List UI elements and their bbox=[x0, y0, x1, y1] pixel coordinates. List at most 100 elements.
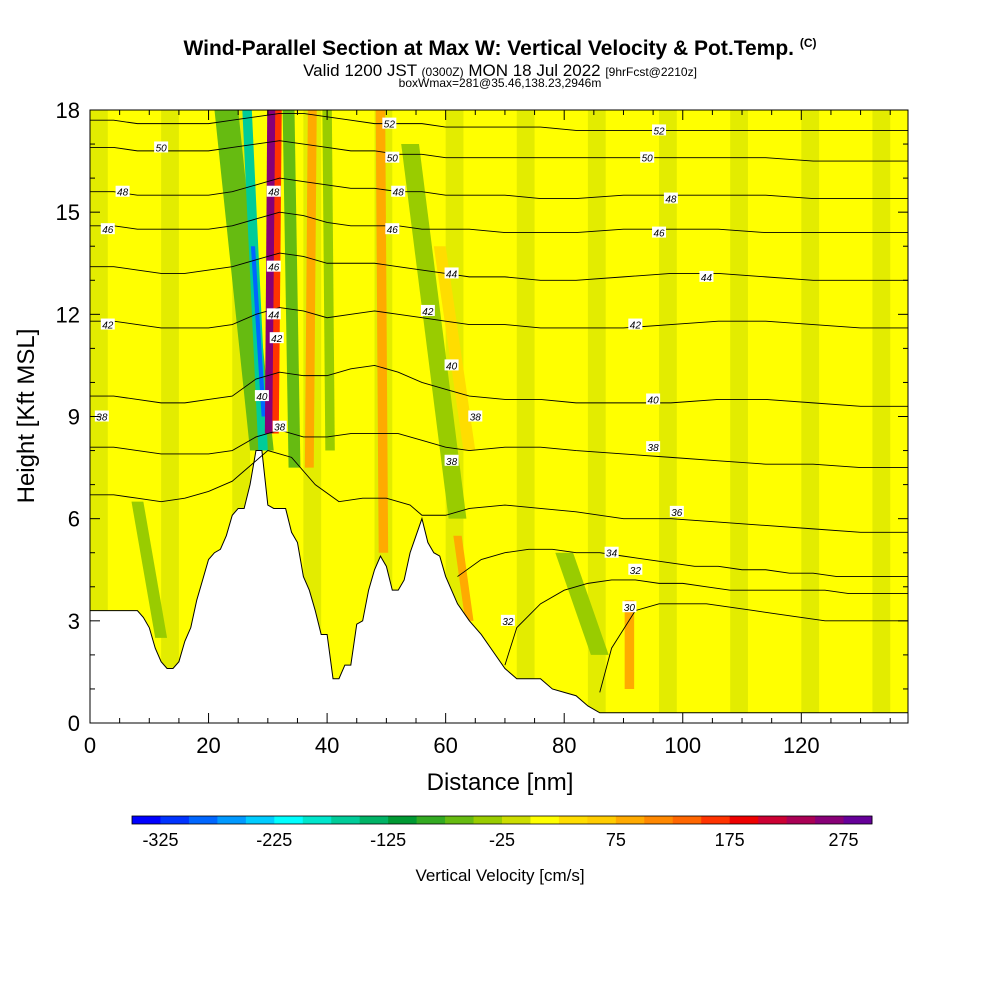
contour-label-bg bbox=[269, 332, 284, 344]
velocity-band-bg bbox=[552, 110, 571, 723]
theta-contour-38 bbox=[90, 429, 908, 469]
contour-label: 40 bbox=[256, 392, 268, 403]
colorbar-swatch bbox=[644, 816, 674, 824]
contour-label-bg bbox=[94, 410, 109, 422]
velocity-band-bg bbox=[872, 110, 891, 723]
colorbar-swatch bbox=[274, 816, 304, 824]
colorbar-frame bbox=[131, 815, 873, 825]
contour-label: 48 bbox=[117, 188, 129, 199]
velocity-band bbox=[304, 110, 317, 468]
contour-label-bg bbox=[699, 270, 714, 282]
contour-label: 30 bbox=[624, 603, 636, 614]
velocity-band-bg bbox=[730, 110, 748, 723]
theta-contour-42 bbox=[90, 307, 908, 329]
y-tick-label: 6 bbox=[68, 507, 80, 532]
velocity-band-bg bbox=[161, 110, 179, 723]
colorbar-tick-label: 75 bbox=[606, 830, 626, 850]
contour-label: 38 bbox=[96, 413, 108, 424]
x-tick-label: 20 bbox=[196, 733, 220, 758]
theta-contour-52 bbox=[90, 112, 908, 131]
boxwmax-line: boxWmax=281@35.46,138.23,2946m bbox=[398, 76, 602, 90]
velocity-band-bg bbox=[694, 110, 713, 723]
contour-label-bg bbox=[385, 223, 400, 235]
y-tick-label: 9 bbox=[68, 405, 80, 430]
contour-label-bg bbox=[669, 505, 684, 517]
contour-label: 32 bbox=[630, 566, 642, 577]
contour-label: 52 bbox=[653, 126, 665, 137]
contour-label: 44 bbox=[268, 310, 280, 321]
velocity-band bbox=[433, 246, 476, 451]
velocity-band-bg bbox=[516, 110, 535, 723]
colorbar-swatch bbox=[245, 816, 275, 824]
contour-label: 48 bbox=[268, 188, 280, 199]
y-axis-label: Height [Kft MSL] bbox=[13, 329, 40, 504]
colorbar-swatch bbox=[388, 816, 418, 824]
theta-contour-36 bbox=[90, 450, 908, 533]
contour-label-bg bbox=[663, 192, 678, 204]
contour-label: 40 bbox=[446, 361, 458, 372]
velocity-band-bg bbox=[481, 110, 499, 723]
velocity-band-bg bbox=[836, 110, 855, 723]
velocity-band bbox=[453, 535, 474, 621]
velocity-band bbox=[555, 552, 609, 655]
contour-label: 46 bbox=[268, 263, 280, 274]
contour-label-bg bbox=[646, 441, 661, 453]
x-tick-label: 80 bbox=[552, 733, 576, 758]
contour-label: 50 bbox=[642, 154, 654, 165]
y-tick-label: 12 bbox=[56, 302, 80, 327]
theta-contour-30 bbox=[599, 603, 908, 693]
contour-label-bg bbox=[652, 124, 667, 136]
theta-contour-32 bbox=[504, 579, 908, 666]
theta-contour-34 bbox=[457, 548, 908, 578]
contour-label: 42 bbox=[271, 334, 283, 345]
x-tick-label: 100 bbox=[664, 733, 701, 758]
terrain-profile bbox=[90, 450, 908, 723]
colorbar-swatch bbox=[615, 816, 645, 824]
contour-label-bg bbox=[266, 308, 281, 320]
colorbar-swatch bbox=[473, 816, 503, 824]
contour-label-bg bbox=[628, 563, 643, 575]
colorbar-swatch bbox=[786, 816, 816, 824]
contour-label-bg bbox=[468, 410, 483, 422]
colorbar-swatch bbox=[758, 816, 788, 824]
colorbar-tick-label: -325 bbox=[142, 830, 178, 850]
contour-label-bg bbox=[385, 151, 400, 163]
contour-label: 46 bbox=[653, 229, 665, 240]
colorbar-swatch bbox=[331, 816, 361, 824]
colorbar-swatch bbox=[160, 816, 190, 824]
x-axis-label: Distance [nm] bbox=[427, 769, 574, 796]
velocity-band-bg bbox=[125, 110, 144, 723]
contour-label: 36 bbox=[671, 508, 683, 519]
contour-label: 38 bbox=[648, 443, 660, 454]
y-tick-label: 0 bbox=[68, 711, 80, 736]
y-tick-label: 3 bbox=[68, 609, 80, 634]
contour-label: 38 bbox=[446, 457, 458, 468]
colorbar-swatch bbox=[132, 816, 161, 824]
contour-label-bg bbox=[604, 546, 619, 558]
colorbar-swatch bbox=[843, 816, 873, 824]
colorbar-tick-label: 275 bbox=[829, 830, 859, 850]
colorbar-swatch bbox=[587, 816, 617, 824]
contour-label-bg bbox=[272, 420, 287, 432]
chart-subtitle: Valid 1200 JST (0300Z) MON 18 Jul 2022 [… bbox=[303, 61, 697, 80]
colorbar-tick-label: -25 bbox=[489, 830, 515, 850]
velocity-band bbox=[250, 246, 266, 417]
colorbar-tick-label: -125 bbox=[370, 830, 406, 850]
contour-label-bg bbox=[444, 267, 459, 279]
velocity-band-bg bbox=[587, 110, 606, 723]
colorbar-swatch bbox=[416, 816, 446, 824]
contour-label-bg bbox=[100, 223, 115, 235]
colorbar-swatch bbox=[672, 816, 702, 824]
contour-label-bg bbox=[254, 390, 269, 402]
contour-label-bg bbox=[652, 226, 667, 238]
theta-contour-40 bbox=[90, 364, 908, 407]
colorbar-swatch bbox=[188, 816, 218, 824]
contour-label: 48 bbox=[393, 188, 405, 199]
contour-label-bg bbox=[391, 185, 406, 197]
x-tick-label: 120 bbox=[783, 733, 820, 758]
velocity-band bbox=[131, 501, 168, 638]
colorbar-tick-label: 175 bbox=[715, 830, 745, 850]
colorbar-swatch bbox=[217, 816, 247, 824]
velocity-band bbox=[282, 110, 301, 468]
contour-label: 46 bbox=[387, 225, 399, 236]
